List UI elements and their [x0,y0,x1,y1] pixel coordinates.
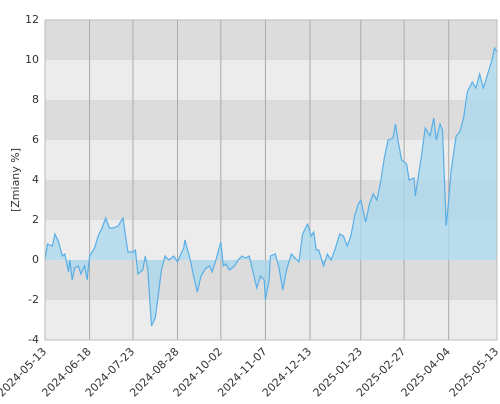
plot-frame [44,19,498,341]
x-tick-label: 2025-05-13 [447,345,500,399]
y-tick-label: 4 [32,173,39,186]
y-tick-label: 10 [25,53,39,66]
background-band [45,60,497,100]
background-band [45,20,497,60]
background-band [45,260,497,300]
y-tick-label: -2 [28,293,39,306]
y-tick-label: 0 [32,253,39,266]
background-band [45,300,497,340]
y-tick-label: 12 [25,13,39,26]
y-tick-label: 2 [32,213,39,226]
background-band [45,100,497,140]
line [44,46,498,327]
y-tick-label: -4 [28,333,39,346]
y-tick-label: 8 [32,93,39,106]
area [45,48,497,326]
y-tick-label: 6 [32,133,39,146]
y-axis-label: [Zmiany %] [9,148,22,212]
